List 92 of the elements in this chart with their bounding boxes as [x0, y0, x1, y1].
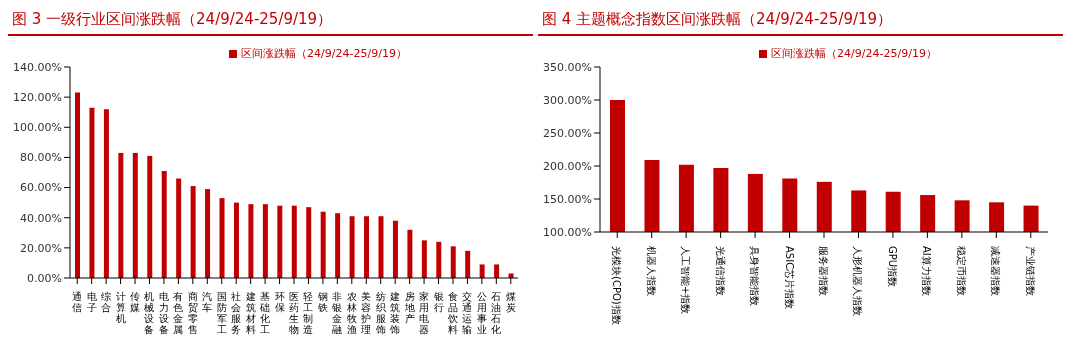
bar: [147, 155, 153, 278]
bar: [436, 241, 442, 278]
y-tick-label: 300.00%: [543, 93, 592, 107]
bar: [89, 107, 95, 278]
bar: [291, 205, 297, 278]
chart-title: 图 3 一级行业区间涨跌幅（24/9/24-25/9/19）: [8, 8, 533, 36]
x-tick-label: 光模块(CPO)指数: [611, 246, 623, 325]
x-tick-label: 电力设备: [158, 291, 169, 335]
legend-label: 区间涨跌幅（24/9/24-25/9/19）: [771, 47, 937, 60]
y-tick-label: 20.00%: [20, 241, 62, 255]
x-tick-label: AI算力指数: [921, 246, 933, 296]
y-tick-label: 40.00%: [20, 211, 62, 225]
bar: [378, 216, 384, 278]
x-tick-label: 通信: [72, 291, 83, 313]
bar: [364, 216, 370, 278]
x-tick-label: 建筑材料: [244, 291, 256, 335]
x-tick-label: 有色金属: [173, 291, 184, 335]
x-tick-label: 机械设备: [144, 291, 155, 335]
x-tick-label: 煤炭: [505, 291, 516, 313]
bar: [262, 204, 268, 278]
x-tick-label: 食品饮料: [446, 291, 458, 335]
bar: [494, 264, 500, 278]
x-tick-label: 环保: [274, 291, 285, 313]
y-tick-label: 250.00%: [543, 126, 592, 140]
x-tick-label: 人工智能+指数: [680, 246, 692, 315]
x-tick-label: ASIC芯片指数: [783, 246, 795, 310]
x-tick-label: 石油石化: [491, 291, 502, 335]
x-tick-label: 具身智能指数: [749, 246, 761, 306]
x-tick-label: 服务器指数: [818, 246, 829, 296]
x-tick-label: 纺织服饰: [374, 291, 386, 335]
bar: [306, 207, 312, 278]
bar: [349, 216, 355, 278]
bar: [407, 229, 413, 278]
x-tick-label: 交通运输: [462, 291, 473, 335]
bar: [248, 204, 254, 278]
x-tick-label: 人形机器人指数: [852, 246, 864, 316]
bar: [479, 264, 485, 278]
x-tick-label: 减速器指数: [990, 246, 1002, 296]
x-tick-label: 综合: [101, 291, 112, 313]
x-tick-label: 光通信指数: [714, 246, 726, 296]
x-tick-label: 国防军工: [216, 291, 227, 335]
y-tick-label: 80.00%: [20, 151, 62, 165]
x-tick-label: 传媒: [130, 291, 141, 313]
x-tick-label: 医药生物: [289, 291, 299, 335]
x-tick-label: 电子: [86, 291, 97, 313]
bar: [75, 92, 80, 278]
y-tick-label: 100.00%: [543, 225, 592, 239]
x-tick-label: 钢铁: [316, 291, 328, 313]
y-tick-label: 150.00%: [543, 192, 592, 206]
x-tick-label: 机器人指数: [645, 246, 657, 296]
x-tick-label: GPU指数: [886, 246, 898, 288]
y-tick-label: 60.00%: [20, 181, 62, 195]
bar: [190, 186, 196, 278]
x-tick-label: 社会服务: [231, 291, 242, 335]
y-tick-label: 200.00%: [543, 159, 592, 173]
x-tick-label: 基础化工: [259, 291, 271, 335]
bar: [205, 189, 211, 278]
x-tick-label: 轻工制造: [303, 291, 314, 335]
bar: [176, 178, 182, 278]
bar: [103, 109, 109, 278]
x-tick-label: 家用电器: [419, 291, 430, 335]
x-tick-label: 美容护理: [360, 291, 372, 335]
x-tick-label: 房地产: [403, 291, 415, 324]
bar: [277, 205, 283, 278]
bar: [465, 250, 471, 278]
bar: [219, 198, 225, 278]
bar: [118, 152, 124, 278]
x-tick-label: 建筑装饰: [389, 291, 401, 335]
legend-label: 区间涨跌幅（24/9/24-25/9/19）: [241, 47, 407, 60]
y-tick-label: 0.00%: [27, 271, 62, 285]
bar: [335, 213, 341, 278]
y-tick-label: 140.00%: [13, 60, 62, 74]
x-tick-label: 产业链指数: [1024, 246, 1036, 296]
bar: [392, 220, 398, 278]
bar: [161, 170, 167, 278]
x-tick-label: 农林牧渔: [345, 291, 357, 335]
bar: [421, 240, 427, 278]
chart-title: 图 4 主题概念指数区间涨跌幅（24/9/24-25/9/19）: [538, 8, 1063, 36]
bar: [233, 202, 239, 278]
bar: [320, 211, 326, 278]
y-tick-label: 350.00%: [543, 60, 592, 74]
x-tick-label: 商贸零售: [187, 291, 198, 335]
x-tick-label: 汽车: [202, 291, 213, 313]
bar: [450, 246, 456, 278]
y-tick-label: 100.00%: [13, 121, 62, 135]
x-tick-label: 银行: [432, 291, 444, 313]
y-tick-label: 120.00%: [13, 91, 62, 105]
bar: [132, 152, 138, 278]
x-tick-label: 稳定币指数: [955, 246, 967, 296]
x-tick-label: 计算机: [115, 291, 126, 324]
x-tick-label: 非银金融: [331, 291, 343, 335]
x-tick-label: 公用事业: [476, 291, 487, 335]
